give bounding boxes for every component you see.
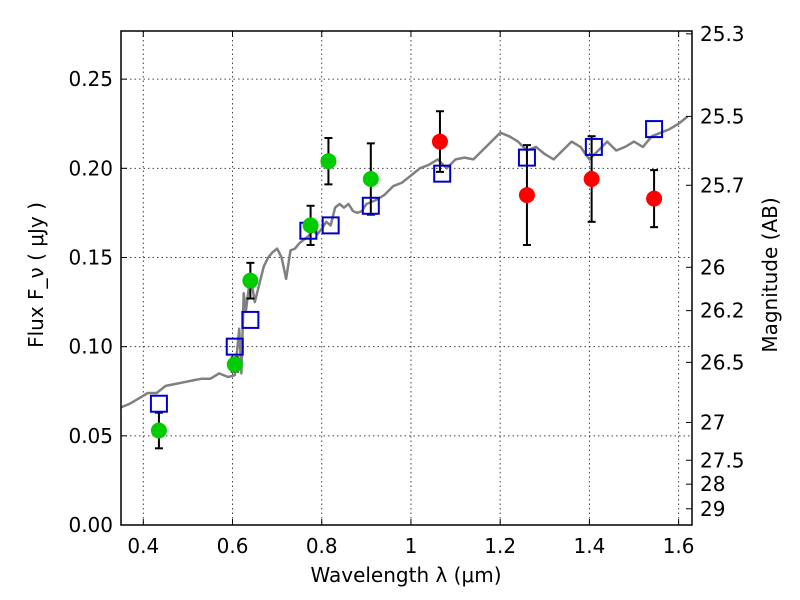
x-tick-label: 1.6: [663, 534, 695, 558]
magnitude-tick-label: 29: [700, 497, 725, 521]
observed-nir-point: [431, 133, 448, 150]
observed-optical-point: [302, 217, 319, 234]
magnitude-tick-label: 27: [700, 410, 725, 434]
x-tick-label: 0.6: [217, 534, 249, 558]
observed-optical-point: [320, 153, 337, 170]
observed-nir-point: [518, 187, 535, 204]
y-axis-label: Flux F_ν ( μJy ): [24, 202, 48, 348]
errorbar-layer: [154, 110, 659, 450]
observed-nir-point: [583, 171, 600, 188]
model-photometry-point: [321, 216, 340, 235]
right-axis-label: Magnitude (AB): [758, 197, 782, 352]
plot-frame: [120, 30, 693, 526]
tick-marks: [121, 31, 692, 526]
y-tick-label: 0.10: [68, 335, 113, 359]
marker-layer: [149, 120, 664, 439]
model-photometry-point: [517, 148, 536, 167]
x-tick-label: 0.8: [306, 534, 338, 558]
y-tick-label: 0.25: [68, 67, 113, 91]
model-photometry-point: [241, 310, 260, 329]
magnitude-tick-label: 25.7: [700, 173, 745, 197]
magnitude-tick-label: 27.5: [700, 448, 745, 472]
x-tick-label: 0.4: [127, 534, 159, 558]
model-photometry-point: [645, 120, 664, 139]
observed-optical-point: [150, 422, 167, 439]
x-tick-label: 1.4: [573, 534, 605, 558]
x-axis-label: Wavelength λ (μm): [310, 563, 501, 587]
magnitude-tick-label: 26.5: [700, 350, 745, 374]
x-tick-label: 1.2: [484, 534, 516, 558]
model-photometry-point: [225, 337, 244, 356]
observed-optical-point: [362, 171, 379, 188]
observed-optical-point: [242, 272, 259, 289]
magnitude-tick-label: 25.5: [700, 104, 745, 128]
model-spectrum-layer: [121, 115, 689, 409]
observed-nir-point: [646, 190, 663, 207]
magnitude-tick-label: 26.2: [700, 299, 745, 323]
model-spectrum-line: [121, 115, 689, 409]
x-tick-label: 1: [405, 534, 418, 558]
model-photometry-point: [584, 137, 603, 156]
y-tick-label: 0.20: [68, 156, 113, 180]
model-photometry-point: [433, 164, 452, 183]
observed-optical-point: [226, 356, 243, 373]
magnitude-tick-label: 28: [700, 472, 725, 496]
magnitude-tick-label: 26: [700, 255, 725, 279]
y-tick-label: 0.00: [68, 513, 113, 537]
magnitude-tick-label: 25.3: [700, 22, 745, 46]
y-tick-label: 0.05: [68, 424, 113, 448]
model-photometry-point: [361, 196, 380, 215]
model-photometry-point: [149, 394, 168, 413]
tick-labels: 0.4 0.6 0.8 1 1.2 1.4 1.6 0.00 0.05 0.10 0.15 0.20 0…: [68, 22, 744, 558]
grid-lines: [121, 31, 692, 525]
y-tick-label: 0.15: [68, 245, 113, 269]
